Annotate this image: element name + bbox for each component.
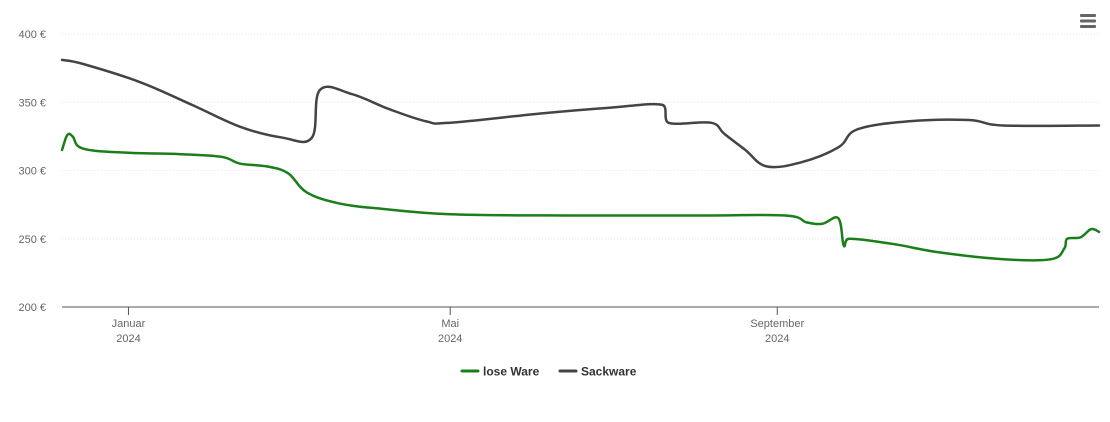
y-tick-label: 400 €	[18, 29, 46, 41]
series-group	[60, 58, 1101, 262]
x-tick-label: Januar	[112, 318, 146, 330]
series-line-lose-ware[interactable]	[60, 132, 1101, 262]
y-tick-label: 250 €	[18, 234, 46, 246]
x-tick-year: 2024	[116, 333, 140, 345]
x-tick-label: September	[750, 318, 804, 330]
legend-item[interactable]: lose Ware	[460, 365, 540, 379]
grid-lines	[62, 33, 1099, 240]
x-tick-year: 2024	[438, 333, 462, 345]
legend-label: Sackware	[581, 365, 637, 379]
legend: lose Ware Sackware	[460, 365, 637, 379]
menu-icon[interactable]	[1080, 14, 1096, 28]
series-line-sackware[interactable]	[60, 58, 1101, 169]
x-axis: Januar 2024 Mai 2024 September 2024	[62, 306, 1099, 345]
x-tick-label: Mai	[441, 318, 459, 330]
legend-label: lose Ware	[483, 365, 540, 379]
y-tick-label: 300 €	[18, 166, 46, 178]
y-axis: 200 € 250 € 300 € 350 € 400 €	[18, 29, 46, 314]
x-tick-year: 2024	[765, 333, 789, 345]
y-tick-label: 350 €	[18, 97, 46, 109]
legend-item[interactable]: Sackware	[558, 365, 637, 379]
y-tick-label: 200 €	[18, 302, 46, 314]
